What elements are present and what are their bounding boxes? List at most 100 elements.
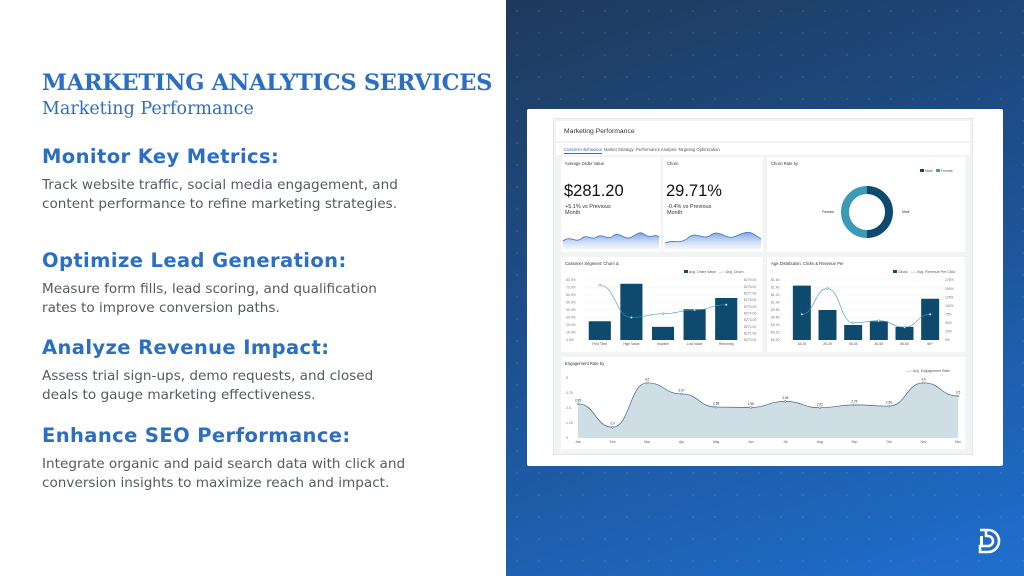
x-tick-label: Feb [610, 440, 616, 444]
line-point [826, 287, 829, 290]
line-point [611, 425, 614, 429]
data-label: 2.58 [713, 402, 719, 406]
section-lead-generation: Optimize Lead Generation: Measure form f… [42, 249, 422, 317]
x-tick-label: First Time [592, 342, 607, 346]
brand-logo-icon [978, 528, 1001, 554]
section-monitor-metrics: Monitor Key Metrics: Track website traff… [42, 145, 422, 213]
bar [895, 326, 914, 340]
y2-tick-label: $273.00 [744, 318, 756, 322]
x-tick-label: 46-55 [874, 342, 883, 346]
y-tick-label: 20.0% [566, 323, 576, 327]
tab-targeting-optimization[interactable]: Targeting Optimization [678, 147, 720, 152]
bar [792, 285, 811, 340]
data-label: 3.67 [679, 388, 685, 392]
data-label: 2.52 [817, 402, 823, 406]
legend-revenue-per-click: Avg. Revenue Per Click [917, 270, 956, 274]
y2-tick-label: 75% [945, 312, 952, 316]
section-heading: Optimize Lead Generation: [42, 249, 347, 272]
engagement-legend: —○ Avg. Engagement Rate [906, 369, 950, 373]
x-tick-label: 56-65 [900, 342, 909, 346]
y2-tick-label: 25% [945, 330, 952, 334]
data-label: 2.76 [851, 399, 857, 403]
donut-label-female: Female [822, 210, 834, 214]
x-tick-label: 66+ [927, 342, 933, 346]
x-tick-label: Dec [955, 440, 961, 444]
dashboard-title: Marketing Performance [556, 121, 970, 141]
y2-tick-label: 125% [945, 295, 954, 299]
legend-clicks: Clicks [898, 270, 908, 274]
data-label: 0.9 [610, 422, 615, 426]
y2-tick-label: $274.00 [744, 312, 756, 316]
section-heading: Enhance SEO Performance: [42, 424, 351, 447]
tab-market-strategy[interactable]: Market Strategy [604, 147, 634, 152]
x-tick-label: Mar [644, 440, 651, 444]
y-tick-label: 30.0% [566, 316, 576, 320]
y-tick-label: $1.40 [771, 286, 780, 290]
y2-tick-label: $279.00 [744, 278, 756, 282]
y-tick-label: $1.20 [771, 293, 780, 297]
line-point [693, 308, 696, 312]
y-tick-label: 80.0% [566, 278, 576, 282]
age-combo-chart: $1.60 $1.40 $1.20 $1.00 $0.80 $0.60 $0.40 $0.20… [771, 278, 954, 346]
data-label: 2.66 [886, 401, 892, 405]
bar [844, 325, 863, 340]
donut-legend: Male Female [920, 169, 953, 173]
engagement-chart-title: Engagement Rate by [565, 361, 605, 366]
kpi-label: Average Order Value [565, 161, 604, 166]
y2-tick-label: $277.00 [744, 292, 756, 296]
churn-donut-chart [841, 186, 893, 238]
y2-tick-label: $271.00 [744, 332, 756, 336]
y-tick-label: 40.0% [566, 308, 576, 312]
area-fill [578, 382, 958, 438]
line-point [818, 406, 822, 410]
tab-performance-analysis[interactable]: Performance Analysis [636, 147, 677, 152]
bar [588, 321, 611, 340]
series-line [577, 382, 959, 428]
series-line [801, 288, 931, 328]
line-point [887, 404, 891, 408]
bar [715, 298, 738, 340]
line-point [851, 321, 855, 325]
line-point [680, 392, 683, 396]
y-tick-label: 0.0% [566, 338, 574, 342]
legend-avg-churn: Avg. Churn [725, 270, 744, 274]
y-tick-label: $0.40 [771, 323, 780, 327]
y-tick-label: $0.60 [771, 316, 780, 320]
text-panel: MARKETING ANALYTICS SERVICES Marketing P… [0, 0, 506, 576]
line-point [800, 313, 804, 316]
y2-tick-label: 0% [945, 338, 950, 342]
bar [818, 310, 837, 340]
kpi-delta: +5.1% vs Previous Month [565, 204, 611, 216]
y-tick-label: $1.60 [771, 278, 780, 282]
legend-male: Male [925, 169, 933, 173]
bar [683, 309, 706, 340]
line-point [724, 303, 728, 306]
data-label: 3.05 [782, 396, 788, 400]
line-point [645, 381, 649, 385]
x-tick-label: Apr [679, 440, 685, 444]
age-chart-title: Age Distribution: Clicks & Revenue Per [771, 261, 844, 266]
section-body: Track website traffic, social media enga… [42, 177, 398, 212]
y-tick-label: $0.00 [771, 338, 780, 342]
tab-customer-behaviour[interactable]: Customer Behaviour [564, 147, 603, 154]
x-tick-label: Returning [719, 342, 734, 346]
bar [869, 321, 888, 340]
y-tick-label: $0.80 [771, 308, 780, 312]
kpi-value: $281.20 [564, 182, 624, 200]
y-tick-label: 1.25 [566, 421, 573, 425]
y2-tick-label: 100% [945, 304, 954, 308]
x-tick-label: Oct [886, 440, 891, 444]
segment-combo-chart: 80.0% 70.0% 60.0% 50.0% 40.0% 30.0% 20.0% 10.0%… [566, 278, 756, 346]
x-tick-label: 26-35 [823, 342, 832, 346]
x-tick-label: Jul [783, 440, 788, 444]
y2-tick-label: $275.00 [744, 305, 756, 309]
line-point [576, 402, 580, 406]
line-point [714, 405, 718, 409]
line-point [956, 394, 960, 398]
line-point [903, 325, 906, 329]
bar [921, 298, 940, 340]
x-tick-label: Jun [748, 440, 754, 444]
segment-chart-title: Customer Segment: Churn & [565, 261, 619, 266]
line-point [784, 400, 787, 403]
kpi-delta: -0.4% vs Previous Month [667, 204, 712, 216]
